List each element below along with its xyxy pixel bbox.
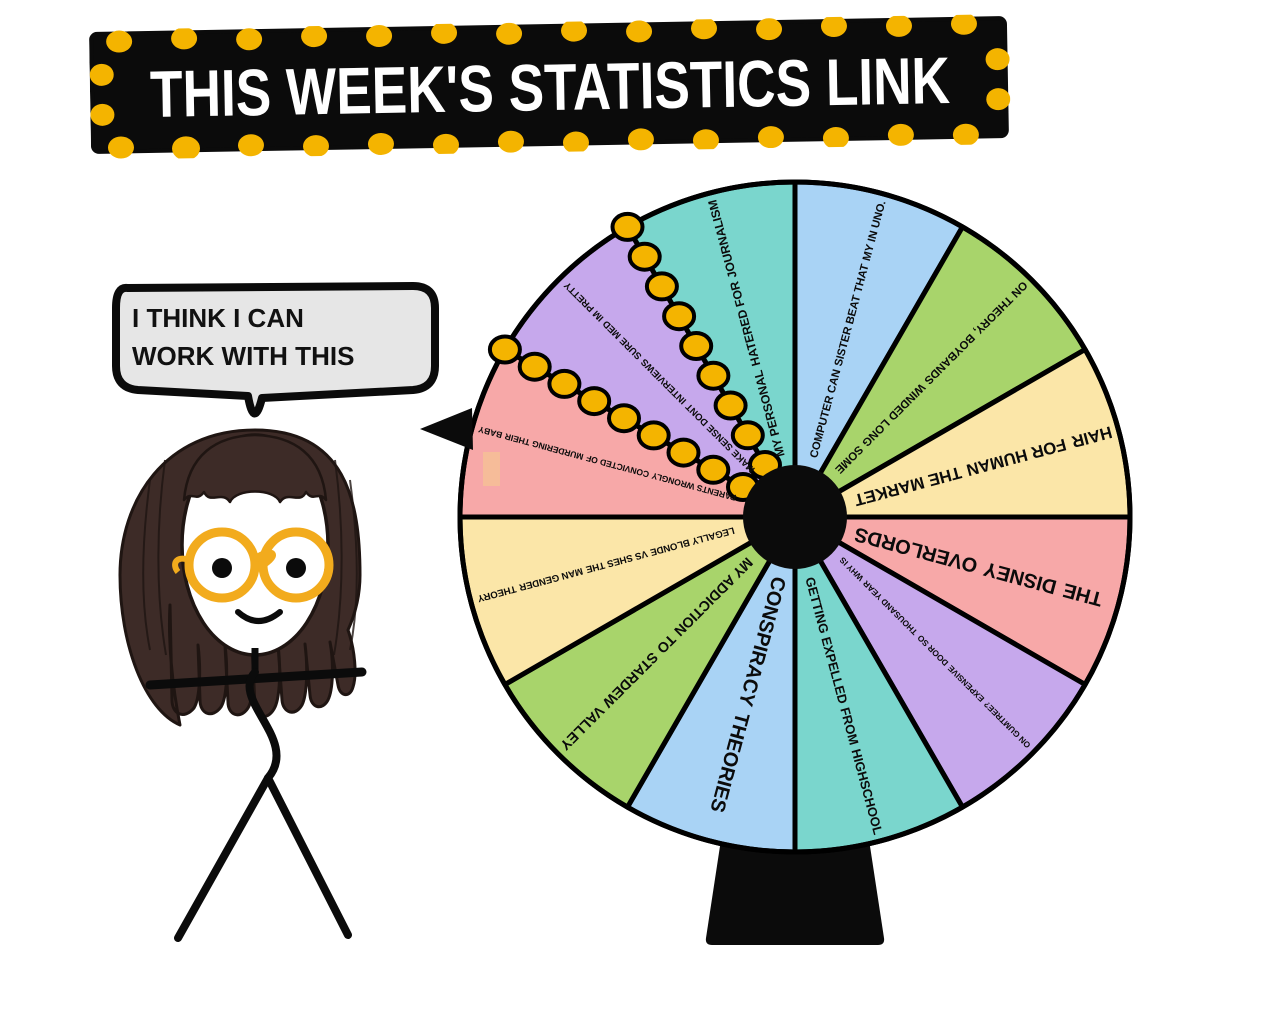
svg-text:I THINK I CAN: I THINK I CAN [132,303,304,333]
svg-text:WORK WITH THIS: WORK WITH THIS [132,341,354,371]
